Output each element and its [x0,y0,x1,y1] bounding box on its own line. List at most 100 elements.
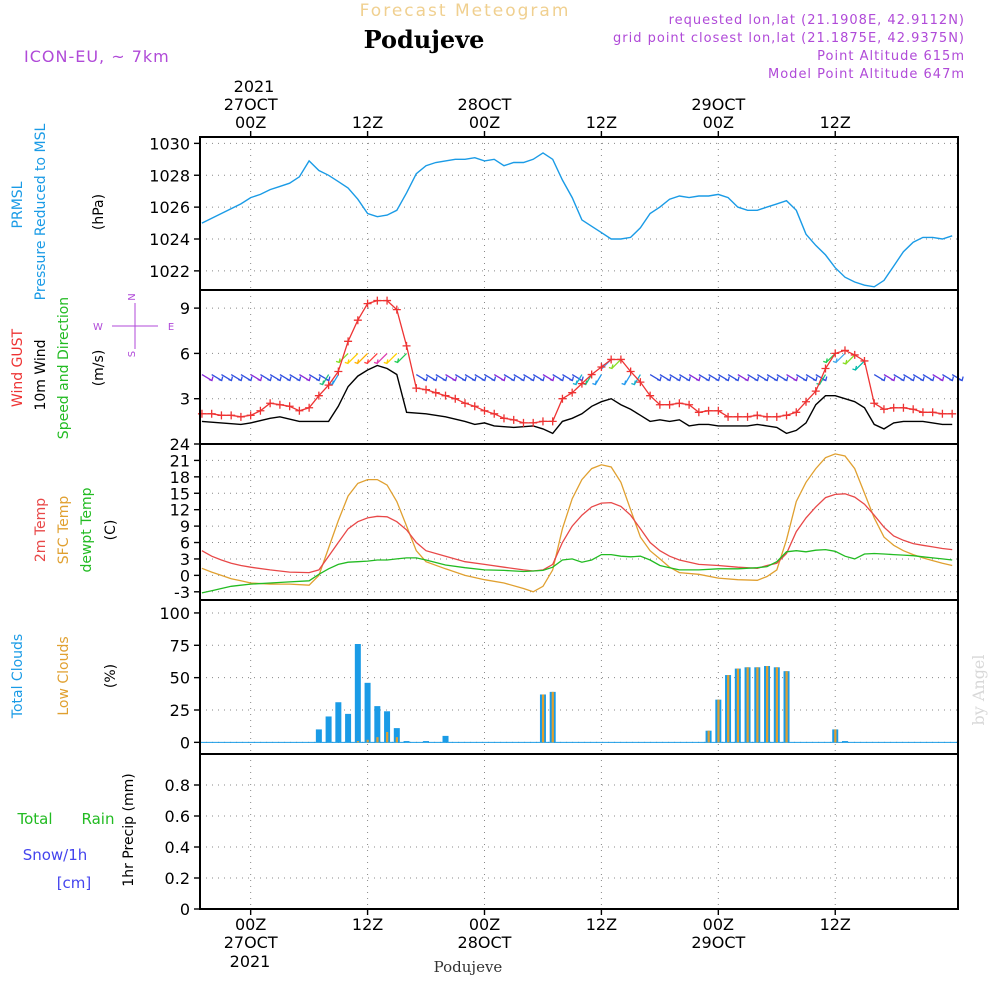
bottom-date-label: 28OCT [458,933,512,952]
gust-marker [694,408,703,417]
wind-arrow-head [929,376,935,382]
wind-gust-line [201,299,953,424]
wind-arrow-head [501,376,506,382]
p2-label-c: Speed and Direction [56,297,72,439]
p1-label-a: PRMSL [10,181,26,228]
wind-arrow-head [559,376,565,382]
wind-arrow-head [286,376,292,382]
p5-label-a: Total [16,810,52,828]
wind-arrow-head [383,359,389,365]
y-tick-label: 0 [180,733,190,752]
compass-s: S [127,351,138,357]
y-tick-label: 0 [180,566,190,585]
p1-unit: (hPa) [91,194,107,230]
gust-marker [763,412,772,421]
compass-n: N [127,293,138,300]
p5-unit: 1hr Precip (mm) [121,773,137,886]
top-hour-label: 12Z [352,113,383,132]
gust-marker [870,399,879,408]
wind-arrow-head [228,376,234,382]
y-tick-label: 21 [170,451,190,470]
wind-arrow-head [832,358,838,364]
wind-arrow-head [335,358,341,364]
gust-marker [383,296,392,305]
wind-arrow-head [373,359,379,365]
top-hour-label: 00Z [235,113,266,132]
gust-marker [597,363,606,371]
wind-arrow-head [452,376,458,382]
wind-arrow-head [325,376,331,382]
wind-arrow-head [218,376,224,382]
subtitle: Forecast Meteogram [360,1,571,21]
gust-marker [207,409,216,418]
wind-arrow-head [569,376,575,382]
p5-label-b: Rain [82,810,115,828]
gust-marker [918,408,927,417]
low-cloud-bar [727,675,730,743]
wind-arrow-head [764,376,769,382]
gridpoint-coords: grid point closest lon,lat (21.1875E, 42… [613,31,965,46]
gust-marker [227,411,236,420]
total-cloud-bar [345,713,352,743]
bottom-hour-label: 12Z [586,915,617,934]
gust-marker [655,400,664,409]
y-tick-label: 1022 [149,262,190,281]
wind-arrow-head [803,376,808,382]
wind-arrow-head [394,358,400,364]
requested-coords: requested lon,lat (21.1908E, 42.9112N) [669,13,965,28]
wind-arrow-head [257,376,263,382]
top-hour-label: 00Z [469,113,500,132]
wind-arrow-head [208,376,214,382]
gust-marker [743,412,752,421]
wind-arrow-head [666,376,672,382]
top-date-label: 29OCT [691,95,745,114]
wind-direction-arrow [611,358,622,369]
gust-marker [792,408,801,417]
p5-label-d: [cm] [57,874,92,892]
wind-direction-arrow [386,352,398,364]
gust-marker [305,403,314,412]
gust-marker [811,387,820,396]
gust-marker [568,388,577,397]
gust-marker [353,316,362,325]
wind-arrow-head [783,376,789,382]
gust-marker [558,394,567,403]
compass-icon: N S W E [93,293,174,357]
gust-marker [373,296,382,305]
y-tick-label: 50 [170,669,190,688]
wind-arrow-head [705,376,711,382]
wind-arrow-head [793,376,799,382]
gust-marker [850,350,859,359]
pressure-line [201,152,953,288]
gust-marker [392,305,401,314]
gust-marker [324,381,333,390]
low-cloud-bar [746,667,749,743]
gust-marker [889,403,898,412]
wind-arrow-head [315,376,321,382]
gust-marker [451,394,460,403]
gust-marker [519,418,528,427]
y-tick-label: 24 [170,435,190,454]
wind-direction-arrow [397,352,408,363]
y-tick-label: 0.6 [165,807,190,826]
gust-marker [616,355,625,364]
gust-marker [879,405,888,414]
wind-arrow-head [247,376,253,382]
year-bottom: 2021 [230,952,271,971]
top-hour-label: 12Z [820,113,851,132]
point-altitude: Point Altitude 615m [817,49,965,64]
wind-arrow-head [900,376,906,382]
p4-label-b: Low Clouds [56,636,72,715]
gust-marker [236,412,245,421]
total-cloud-bar [393,728,400,743]
bottom-date-label: 27OCT [224,933,278,952]
wind-arrow-head [695,376,701,382]
gust-marker [285,402,294,411]
p1-label-b: Pressure Reduced to MSL [33,123,49,300]
wind-arrow-head [852,365,858,371]
wind-arrow-head [276,376,282,382]
total-cloud-bar [841,741,848,743]
gust-marker [461,399,470,408]
bottom-hour-label: 00Z [703,915,734,934]
y-tick-label: 3 [180,550,190,569]
